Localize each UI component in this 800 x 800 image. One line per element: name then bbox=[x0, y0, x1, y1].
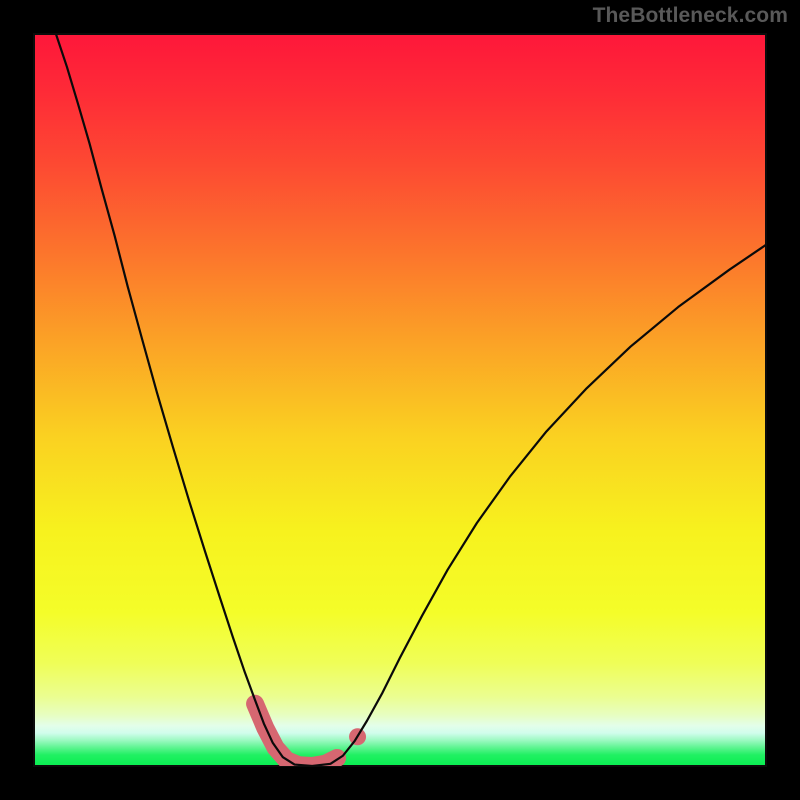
chart-container: TheBottleneck.com bbox=[0, 0, 800, 800]
watermark-label: TheBottleneck.com bbox=[593, 4, 788, 28]
bottleneck-chart bbox=[0, 0, 800, 800]
